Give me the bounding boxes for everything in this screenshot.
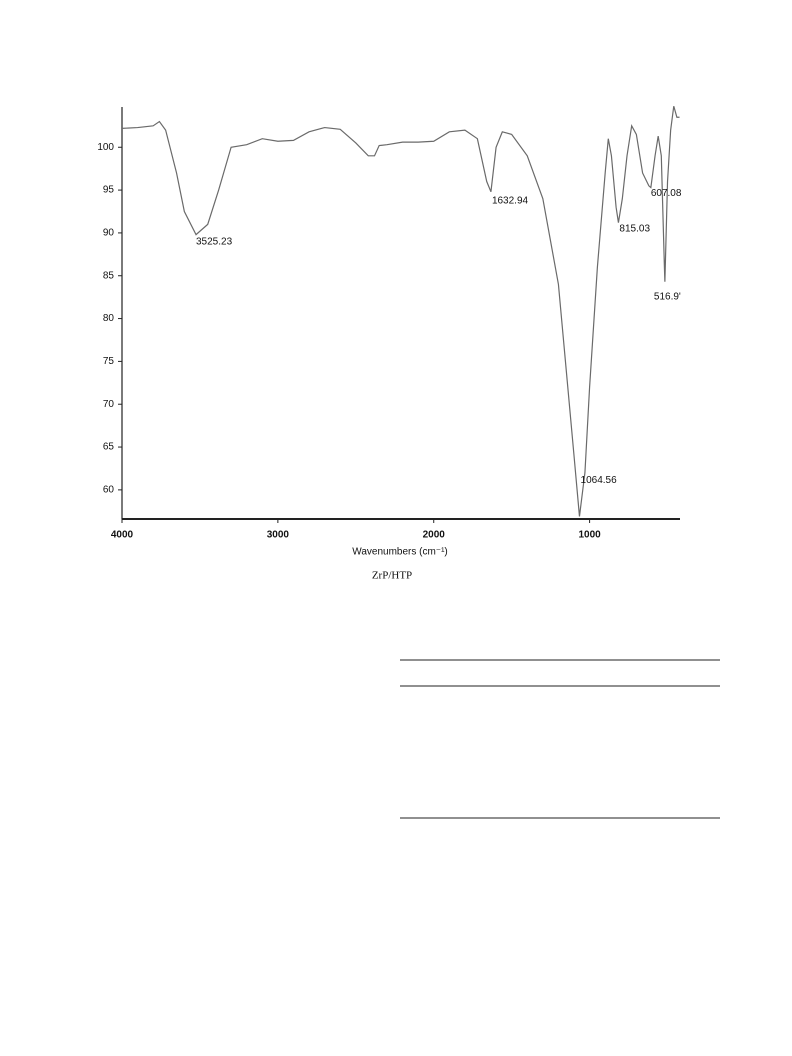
y-tick-label: 85	[103, 270, 115, 281]
x-tick-label: 2000	[423, 530, 446, 541]
spectrum-line	[121, 105, 680, 517]
y-tick-label: 65	[103, 442, 115, 453]
peak-label: 815.03	[619, 223, 650, 234]
y-tick-label: 70	[103, 399, 115, 410]
x-axis-label: Wavenumbers (cm⁻¹)	[352, 547, 447, 558]
x-tick-label: 3000	[267, 530, 290, 541]
x-tick-label: 1000	[578, 530, 601, 541]
y-tick-label: 75	[103, 356, 115, 367]
y-tick-label: 80	[103, 313, 115, 324]
peak-label: 607.08	[651, 188, 682, 199]
peak-label: 516.9'	[654, 291, 681, 302]
y-tick-label: 100	[97, 142, 114, 153]
y-tick-label: 95	[103, 185, 115, 196]
x-tick-label: 4000	[111, 530, 134, 541]
y-tick-label: 90	[103, 228, 115, 239]
peak-label: 3525.23	[196, 236, 233, 247]
y-tick-label: 60	[103, 485, 115, 496]
peak-label: 1064.56	[581, 475, 618, 486]
peak-label: 1632.94	[492, 195, 529, 206]
figure-caption: ZrP/HTP	[372, 570, 412, 582]
